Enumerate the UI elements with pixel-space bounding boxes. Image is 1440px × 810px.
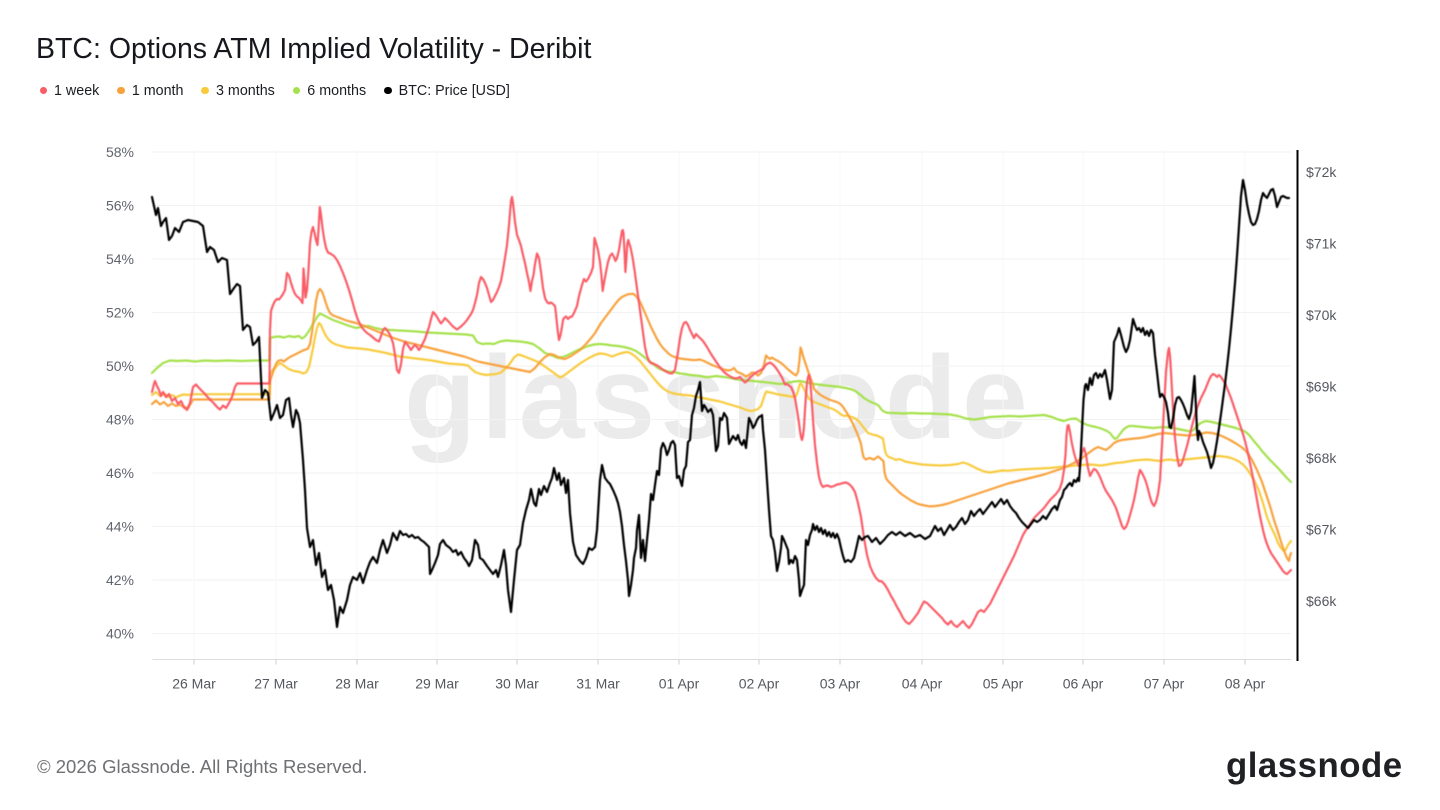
svg-text:08 Apr: 08 Apr [1225, 676, 1266, 692]
svg-text:56%: 56% [106, 198, 134, 214]
svg-text:01 Apr: 01 Apr [659, 676, 700, 692]
svg-text:29 Mar: 29 Mar [415, 676, 459, 692]
svg-text:02 Apr: 02 Apr [739, 676, 780, 692]
svg-text:44%: 44% [106, 519, 134, 535]
svg-text:04 Apr: 04 Apr [902, 676, 943, 692]
svg-text:$68k: $68k [1306, 450, 1337, 466]
svg-text:30 Mar: 30 Mar [495, 676, 539, 692]
svg-text:46%: 46% [106, 465, 134, 481]
svg-text:54%: 54% [106, 251, 134, 267]
svg-text:05 Apr: 05 Apr [983, 676, 1024, 692]
svg-text:$71k: $71k [1306, 236, 1337, 252]
svg-text:58%: 58% [106, 144, 134, 160]
svg-text:$69k: $69k [1306, 379, 1337, 395]
svg-text:42%: 42% [106, 572, 134, 588]
svg-text:52%: 52% [106, 305, 134, 321]
svg-text:$67k: $67k [1306, 522, 1337, 538]
svg-text:28 Mar: 28 Mar [335, 676, 379, 692]
svg-text:$70k: $70k [1306, 307, 1337, 323]
svg-text:03 Apr: 03 Apr [820, 676, 861, 692]
svg-text:40%: 40% [106, 626, 134, 642]
svg-text:$66k: $66k [1306, 593, 1337, 609]
svg-text:27 Mar: 27 Mar [254, 676, 298, 692]
svg-text:06 Apr: 06 Apr [1063, 676, 1104, 692]
svg-text:07 Apr: 07 Apr [1144, 676, 1185, 692]
svg-text:48%: 48% [106, 412, 134, 428]
svg-text:31 Mar: 31 Mar [576, 676, 620, 692]
svg-text:$72k: $72k [1306, 164, 1337, 180]
svg-text:26 Mar: 26 Mar [172, 676, 216, 692]
svg-text:50%: 50% [106, 358, 134, 374]
